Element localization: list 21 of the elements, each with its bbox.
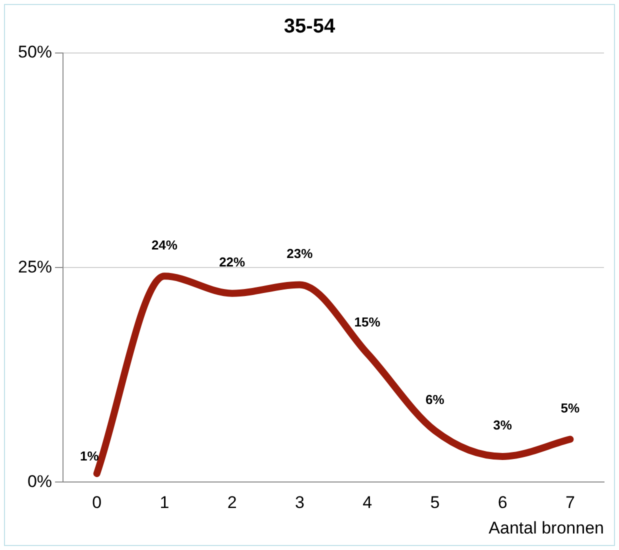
x-tick-label: 1 [160,493,170,512]
x-tick-label: 3 [294,493,304,512]
text: 15% [354,314,380,330]
text: 1% [80,448,99,464]
x-axis-title: Aantal bronnen [488,518,604,538]
x-tick-label: 5 [430,493,440,512]
x-tick-label: 6 [498,493,508,512]
x-tick-label: 7 [565,493,575,512]
text: 23% [286,246,313,261]
x-tick-label: 4 [362,493,372,512]
y-tick-label: 25% [18,257,52,276]
y-tick-label: 0% [27,472,52,491]
x-tick-label: 2 [227,493,237,512]
text: 6% [426,392,444,407]
text: 3% [493,418,512,433]
x-tick-label: 0 [92,493,102,512]
chart-title: 35-54 [284,16,336,38]
y-tick-label: 50% [18,42,52,62]
text: 5% [560,400,580,416]
text: 24% [151,237,178,252]
text: 22% [219,254,246,270]
